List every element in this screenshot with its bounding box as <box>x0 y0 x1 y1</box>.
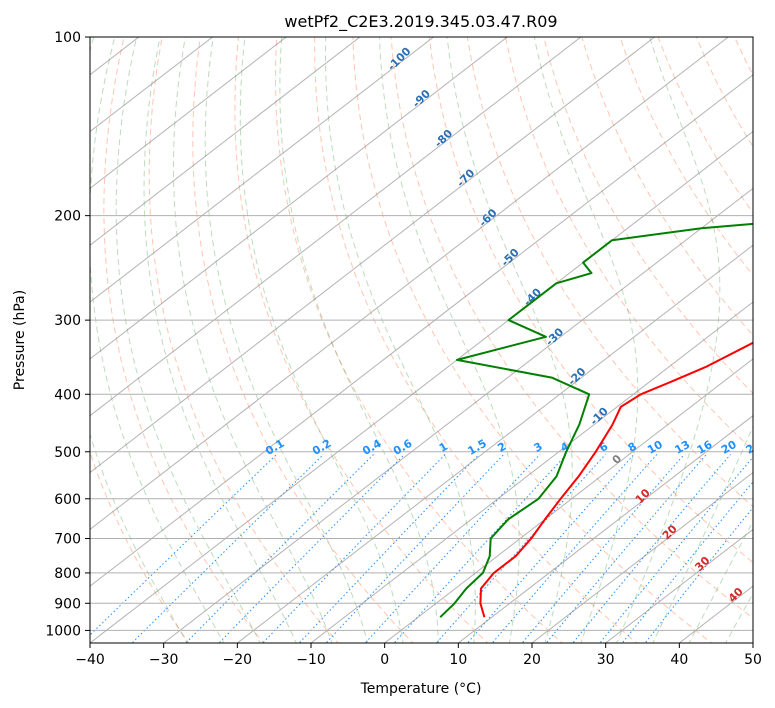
mixing-ratio-line <box>325 454 505 643</box>
mixing-ratio-line <box>218 454 405 643</box>
mixing-ratio-line <box>435 454 606 643</box>
isotherm-line <box>383 358 753 643</box>
mixing-ratio-line <box>393 454 567 643</box>
x-tick-label: 10 <box>449 652 467 668</box>
sounding-series <box>439 222 753 618</box>
isotherm-line <box>90 37 435 303</box>
mixing-ratio-line <box>90 454 278 636</box>
isotherm-line <box>457 415 753 643</box>
isotherm-line <box>90 37 214 133</box>
isotherm-line <box>90 130 753 643</box>
isotherm-line <box>90 37 509 360</box>
isotherm-line <box>90 37 361 246</box>
x-tick-label: 0 <box>380 652 389 668</box>
dry-adiabat-line <box>428 37 753 564</box>
isotherm-line <box>310 301 753 643</box>
y-axis-ticks: 100 200 300 400 500 600 700 800 900 1000 <box>45 30 90 639</box>
y-axis-label: Pressure (hPa) <box>12 290 28 390</box>
grid-lines <box>90 37 753 643</box>
mixing-ratio-line <box>621 481 753 643</box>
plot-frame <box>89 36 754 644</box>
x-axis-label: Temperature (°C) <box>360 681 482 697</box>
isotherm-line <box>236 244 753 643</box>
dry-adiabat-line <box>352 37 713 643</box>
y-tick-label: 400 <box>54 387 81 403</box>
dry-adiabat-line <box>466 37 753 508</box>
x-tick-label: −30 <box>149 652 179 668</box>
isotherm-line <box>90 37 582 417</box>
chart-title: wetPf2_C2E3.2019.345.03.47.R09 <box>284 12 557 32</box>
y-tick-label: 600 <box>54 492 81 508</box>
x-tick-label: 30 <box>597 652 615 668</box>
x-tick-label: −40 <box>75 652 105 668</box>
isotherm-line <box>531 471 753 643</box>
y-tick-label: 1000 <box>45 623 81 639</box>
mixing-ratio-line <box>298 454 480 643</box>
y-tick-label: 800 <box>54 566 81 582</box>
mixing-ratio-line <box>466 454 635 643</box>
y-tick-label: 700 <box>54 532 81 548</box>
y-tick-label: 300 <box>54 313 81 329</box>
temperature-line <box>479 341 753 618</box>
isotherm-line <box>162 187 753 643</box>
x-tick-label: 40 <box>670 652 688 668</box>
x-tick-label: −10 <box>296 652 326 668</box>
isotherm-line <box>604 528 753 643</box>
y-tick-label: 900 <box>54 596 81 612</box>
x-axis-ticks: −40 −30 −20 −10 0 10 20 30 40 50 <box>75 643 762 668</box>
isotherm-line <box>90 37 730 530</box>
mixing-ratio-line <box>545 454 707 643</box>
isotherm-line <box>90 74 753 587</box>
moist-adiabat-line <box>652 424 753 643</box>
mixing-ratio-line <box>185 454 375 643</box>
dewpoint-line <box>439 222 753 618</box>
isotherm-line <box>90 37 656 474</box>
x-tick-label: 20 <box>523 652 541 668</box>
y-tick-label: 200 <box>54 209 81 225</box>
x-tick-label: −20 <box>223 652 253 668</box>
mixing-ratio-line <box>599 456 753 643</box>
mixing-ratio-line <box>131 454 324 643</box>
mixing-ratio-label: 25 <box>744 438 764 457</box>
dry-adiabat-line <box>581 37 753 336</box>
y-tick-label: 500 <box>54 445 81 461</box>
y-tick-label: 100 <box>54 30 81 46</box>
moist-adiabat-line <box>90 37 188 643</box>
moist-adiabat-line <box>90 37 225 643</box>
isotherm-line <box>90 37 288 190</box>
mixing-ratio-line <box>572 454 731 643</box>
x-tick-label: 50 <box>744 652 762 668</box>
